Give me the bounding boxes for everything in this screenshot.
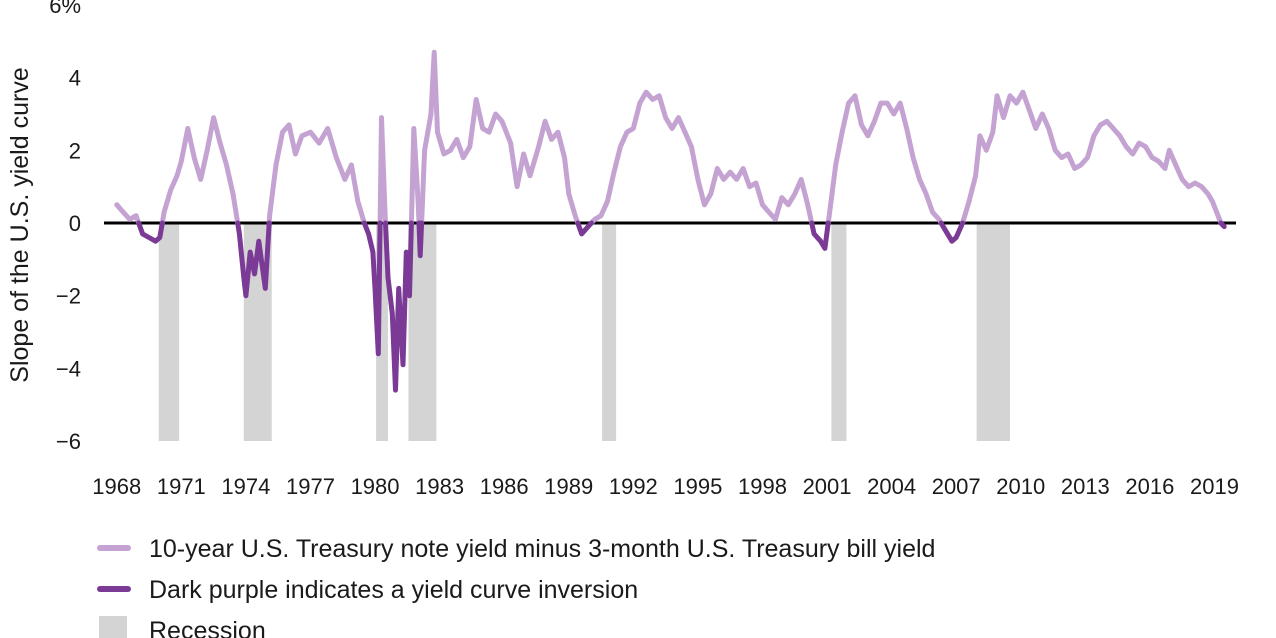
x-tick-label: 2004	[867, 474, 916, 499]
legend-item: Dark purple indicates a yield curve inve…	[97, 576, 638, 604]
spread-line-segment	[419, 49, 581, 226]
recession-band	[408, 223, 437, 441]
y-axis: 6% 4 2 0 −2 −4 −6	[49, 0, 81, 454]
legend-item: Recession	[99, 616, 266, 638]
y-tick-label: 6%	[49, 0, 81, 18]
x-tick-label: 2007	[932, 474, 981, 499]
x-tick-label: 1983	[415, 474, 464, 499]
legend-swatch-box	[99, 616, 127, 638]
spread-line-segment	[960, 89, 1224, 226]
inversion-line-segment	[235, 220, 272, 299]
x-tick-label: 1971	[157, 474, 206, 499]
x-tick-label: 2019	[1190, 474, 1239, 499]
inversion-line-segment	[361, 220, 383, 357]
y-tick-label: 2	[69, 138, 81, 163]
legend-label: Recession	[149, 617, 266, 638]
spread-line-segment	[408, 126, 422, 226]
legend-label: Dark purple indicates a yield curve inve…	[149, 576, 638, 604]
x-tick-label: 1989	[544, 474, 593, 499]
legend: 10-year U.S. Treasury note yield minus 3…	[97, 535, 935, 638]
x-tick-label: 1968	[92, 474, 141, 499]
x-axis: 1968 1971 1974 1977 1980 1983 1986 1989 1992 1995…	[92, 474, 1239, 499]
x-tick-label: 1977	[286, 474, 335, 499]
inversion-line-segment	[416, 220, 425, 259]
x-tick-label: 2013	[1061, 474, 1110, 499]
x-tick-label: 1992	[609, 474, 658, 499]
x-tick-label: 1980	[351, 474, 400, 499]
spread-line-segment	[266, 122, 367, 226]
inversion-line-segment	[1218, 220, 1227, 230]
recession-band	[602, 223, 617, 441]
spread-line-segment	[377, 115, 388, 226]
inversion-line-segment	[136, 220, 165, 244]
x-tick-label: 2010	[996, 474, 1045, 499]
inversion-line-segment	[938, 220, 966, 244]
y-tick-label: −6	[56, 429, 81, 454]
recession-band	[831, 223, 847, 441]
spread-line-segment	[588, 89, 815, 226]
spread-line-segment	[825, 93, 944, 226]
x-tick-label: 2001	[803, 474, 852, 499]
recession-band	[376, 223, 388, 441]
inversion-line-segment	[809, 220, 831, 251]
x-tick-label: 1998	[738, 474, 787, 499]
spread-series	[114, 49, 1227, 393]
legend-swatch-line	[97, 545, 131, 551]
recession-band	[976, 223, 1010, 441]
y-tick-label: 0	[69, 211, 81, 236]
y-tick-label: −4	[56, 356, 81, 381]
recession-band	[158, 223, 180, 441]
x-tick-label: 1986	[480, 474, 529, 499]
spread-line-segment	[114, 202, 142, 226]
legend-item: 10-year U.S. Treasury note yield minus 3…	[97, 535, 935, 563]
inversion-line-segment	[575, 220, 594, 237]
inversion-line-segment	[383, 220, 414, 393]
x-tick-label: 1995	[673, 474, 722, 499]
x-tick-label: 1974	[221, 474, 270, 499]
x-tick-label: 2016	[1125, 474, 1174, 499]
legend-label: 10-year U.S. Treasury note yield minus 3…	[149, 535, 935, 563]
legend-swatch-line	[97, 586, 131, 592]
y-axis-label: Slope of the U.S. yield curve	[6, 67, 34, 382]
y-tick-label: 4	[69, 66, 81, 91]
recession-bands	[158, 223, 1010, 441]
y-tick-label: −2	[56, 284, 81, 309]
spread-line-segment	[159, 115, 241, 226]
